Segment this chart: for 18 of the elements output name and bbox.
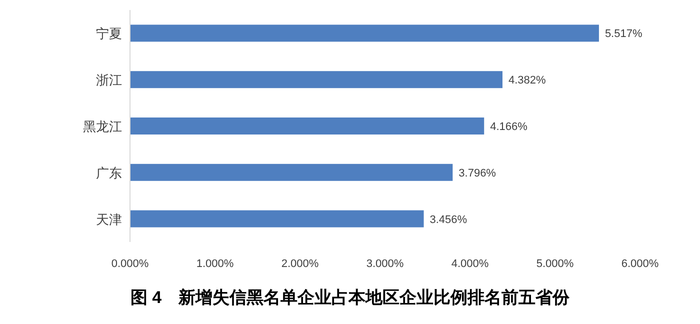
y-tick-label: 黑龙江 (83, 119, 122, 134)
x-tick-label: 6.000% (621, 258, 659, 270)
x-tick-label: 4.000% (451, 258, 489, 270)
y-tick-label: 广东 (96, 165, 122, 180)
data-label: 4.166% (490, 121, 528, 133)
data-label: 3.796% (458, 167, 496, 180)
text: 图 4 新增失信黑名单企业占本地区企业比例排名前五省份 (130, 288, 571, 307)
x-tick-label: 2.000% (281, 258, 319, 270)
x-tick-label: 0.000% (111, 258, 149, 270)
x-tick-label: 3.000% (366, 258, 404, 270)
x-tick-label: 5.000% (536, 258, 574, 270)
data-label: 4.382% (508, 74, 546, 87)
y-tick-label: 天津 (96, 212, 122, 227)
data-label: 3.456% (430, 214, 468, 226)
x-tick-label: 1.000% (196, 258, 234, 270)
y-tick-label: 浙江 (96, 72, 122, 88)
data-label: 5.517% (604, 28, 642, 40)
y-tick-label: 宁夏 (96, 26, 122, 42)
